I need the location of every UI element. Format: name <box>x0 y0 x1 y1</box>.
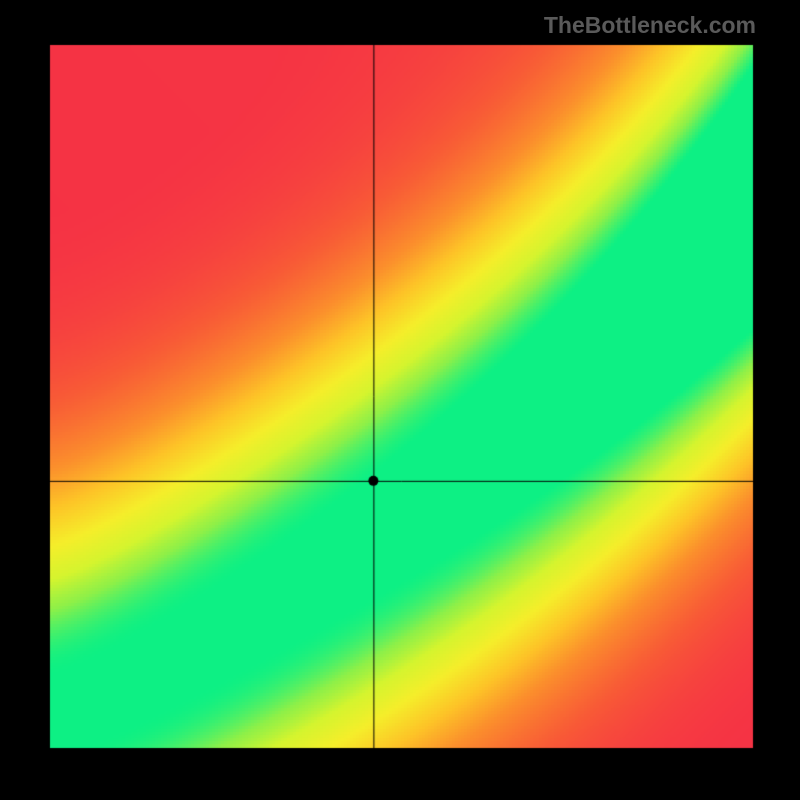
bottleneck-heatmap <box>0 0 800 800</box>
watermark-text: TheBottleneck.com <box>544 12 756 39</box>
